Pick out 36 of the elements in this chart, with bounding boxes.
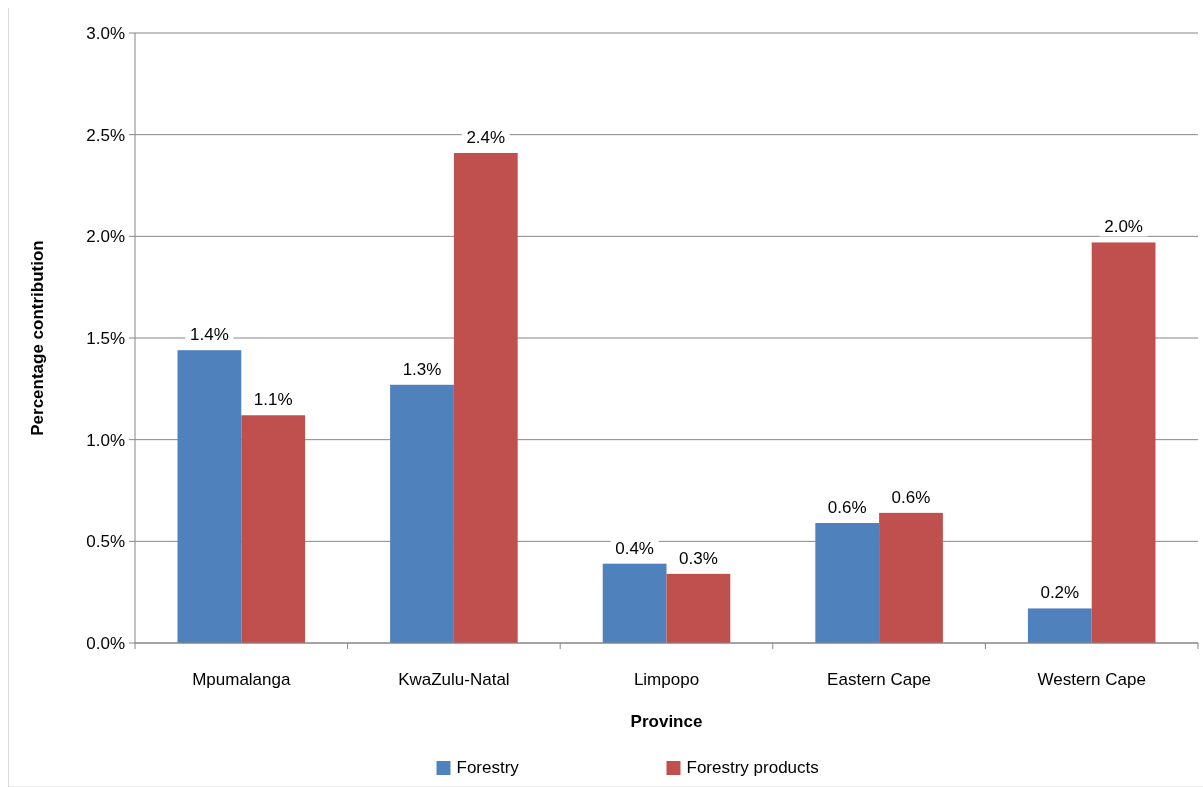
bar — [602, 563, 667, 643]
data-label: 1.4% — [190, 325, 229, 345]
x-tick-label: Mpumalanga — [192, 670, 291, 689]
bar — [815, 523, 880, 643]
bar — [879, 512, 943, 643]
bar — [1027, 608, 1092, 643]
data-label: 0.4% — [615, 538, 654, 558]
data-label: 1.3% — [402, 359, 442, 379]
bar — [241, 415, 306, 643]
y-tick-label: 1.5% — [86, 328, 125, 348]
x-tick-label: KwaZulu-Natal — [398, 670, 510, 689]
data-label: 2.0% — [1104, 217, 1143, 237]
x-tick-label: Limpopo — [633, 670, 700, 689]
data-label: 0.6% — [827, 498, 867, 518]
x-axis-title: Province — [630, 712, 703, 731]
x-tick-label: Western Cape — [1037, 670, 1146, 689]
legend-label: Forestry — [456, 758, 520, 777]
bar — [1091, 242, 1156, 643]
data-label: 0.3% — [679, 548, 718, 568]
y-tick-label: 2.5% — [86, 125, 125, 145]
y-tick-label: 3.0% — [86, 23, 125, 43]
bar — [453, 152, 518, 643]
y-tick-label: 1.0% — [86, 430, 125, 450]
y-tick-label: 0.0% — [86, 633, 125, 653]
x-tick-label: Eastern Cape — [827, 670, 932, 689]
legend-label: Forestry products — [686, 758, 819, 777]
y-tick-label: 0.5% — [86, 532, 125, 552]
bar — [177, 350, 242, 643]
data-label: 2.4% — [466, 127, 506, 147]
data-label: 0.2% — [1040, 583, 1080, 603]
y-axis-title: Percentage contribution — [28, 240, 47, 436]
data-label: 1.1% — [253, 390, 293, 410]
bar — [666, 573, 731, 643]
bar — [390, 384, 454, 643]
y-tick-label: 2.0% — [86, 227, 125, 247]
data-label: 0.6% — [891, 487, 931, 507]
